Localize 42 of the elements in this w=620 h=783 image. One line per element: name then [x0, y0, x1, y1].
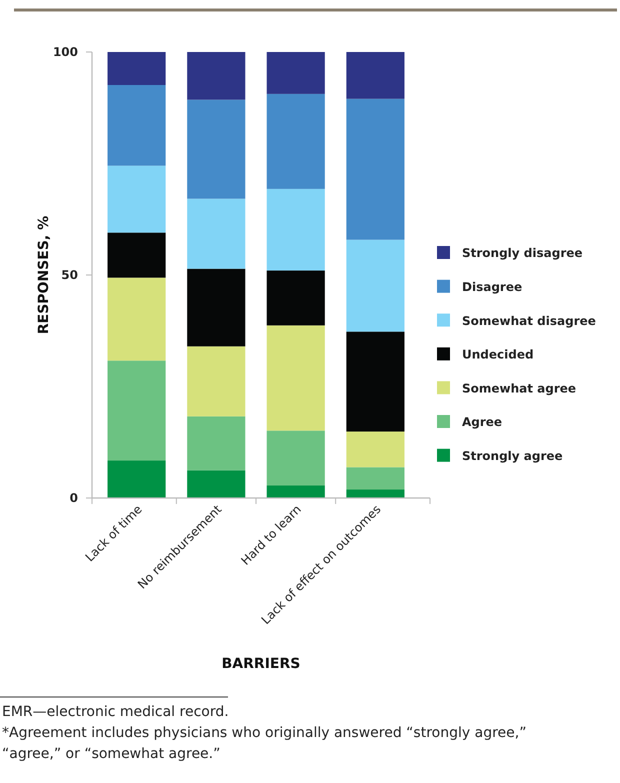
bar — [108, 232, 166, 278]
legend-label: Agree — [462, 415, 502, 430]
legend-label: Strongly agree — [462, 449, 563, 463]
bar — [108, 360, 166, 461]
bar — [266, 52, 325, 94]
bar — [346, 332, 404, 432]
legend-label: Disagree — [462, 280, 522, 294]
bar — [108, 85, 166, 166]
bar — [187, 346, 246, 416]
y-tick-label: 100 — [52, 45, 78, 60]
bar — [187, 52, 246, 100]
bar — [266, 486, 325, 498]
text: EMR—electronic medical record. — [2, 704, 229, 720]
legend-label: Strongly disagree — [462, 246, 583, 260]
bar — [346, 467, 404, 490]
bar — [266, 270, 325, 326]
x-axis-title: BARRIERS — [222, 656, 300, 672]
bar — [346, 432, 404, 468]
y-tick-label: 50 — [61, 268, 78, 282]
bar — [346, 240, 404, 332]
y-axis-title: RESPONSES, % — [36, 216, 52, 334]
y-tick-label: 0 — [70, 491, 78, 506]
legend-label: Somewhat disagree — [462, 314, 596, 328]
bar — [187, 416, 246, 470]
bar — [108, 460, 166, 498]
bar — [266, 430, 325, 486]
bar — [346, 490, 404, 498]
bar — [266, 94, 325, 189]
legend-label: Somewhat agree — [462, 381, 576, 396]
bar — [346, 52, 404, 99]
bar — [187, 470, 246, 498]
bar — [108, 52, 166, 86]
bar — [266, 188, 325, 271]
legend-label: Undecided — [462, 348, 534, 362]
bar — [108, 278, 166, 361]
bar — [108, 166, 166, 233]
bar — [187, 268, 246, 346]
bar — [266, 325, 325, 431]
bar — [187, 198, 246, 269]
bar — [187, 100, 246, 199]
text: *Agreement includes physicians who originally answered “strongly agree,” “agree,” or “somewhat agree.” — [2, 725, 526, 762]
bar — [346, 98, 404, 240]
